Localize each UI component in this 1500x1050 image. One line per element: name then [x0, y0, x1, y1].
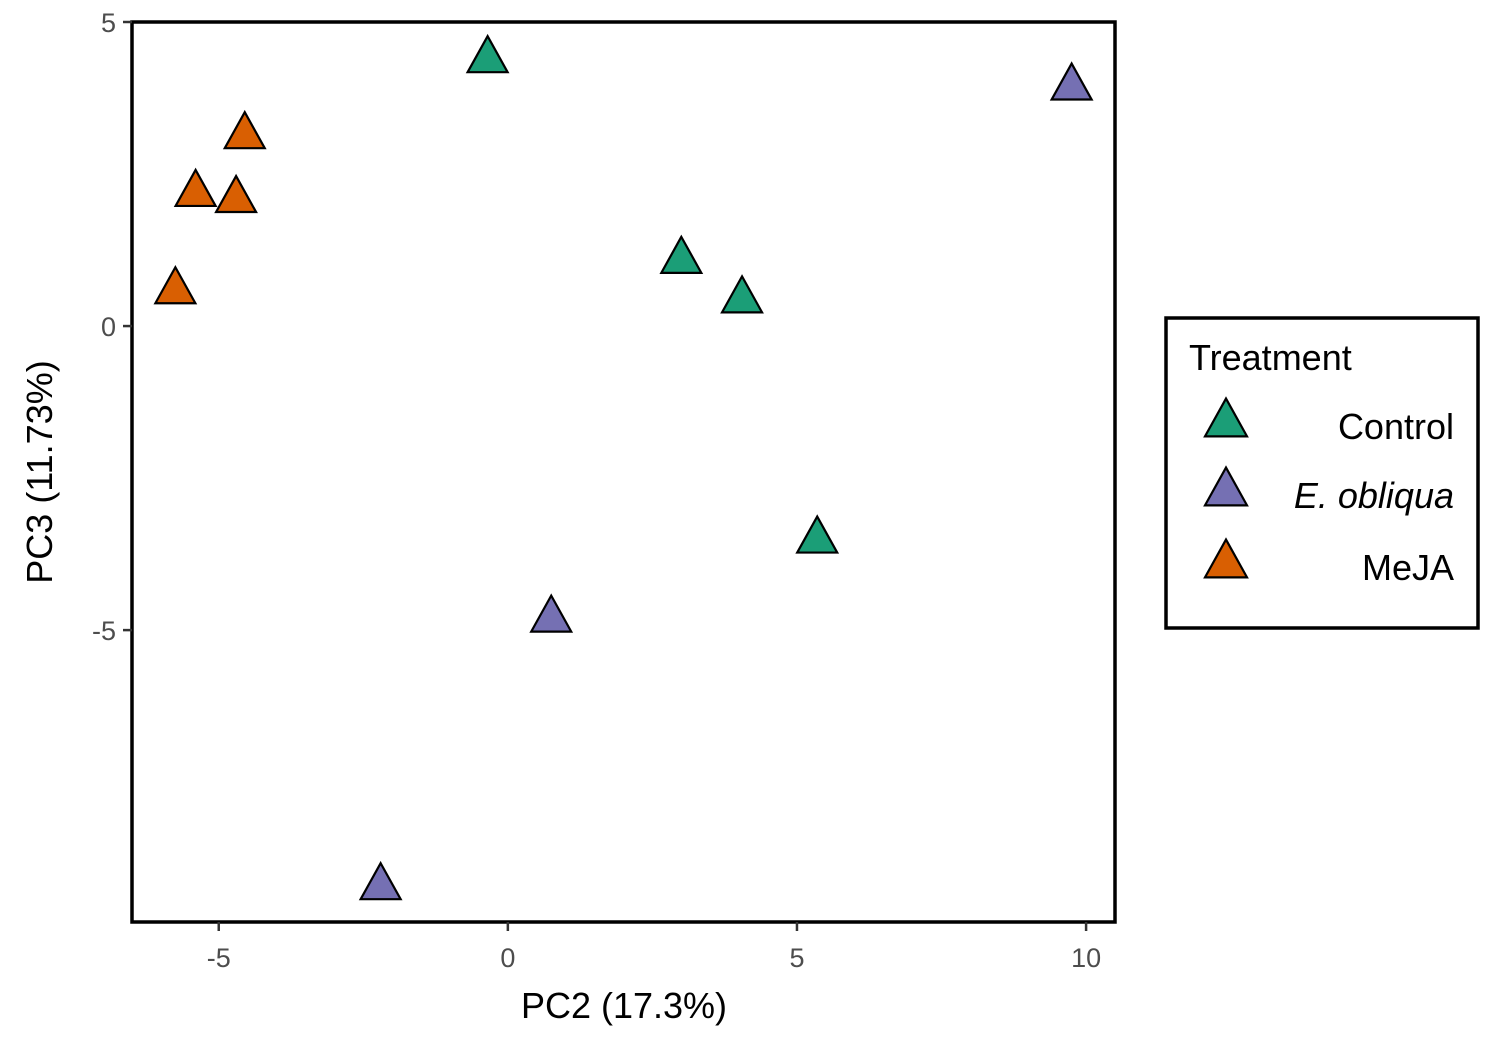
- legend: Treatment Control E. obliqua MeJA: [1164, 316, 1480, 630]
- data-point: [222, 109, 267, 150]
- x-tick-label: -5: [207, 943, 231, 973]
- data-point: [720, 274, 764, 314]
- legend-label: E. obliqua: [1294, 475, 1454, 516]
- y-tick-label: 0: [101, 312, 116, 342]
- data-point: [465, 33, 510, 74]
- legend-label: MeJA: [1362, 547, 1454, 588]
- x-axis: -5 0 5 10: [207, 922, 1101, 973]
- data-point: [214, 173, 258, 214]
- x-tick-label: 0: [500, 943, 515, 973]
- x-tick-label: 10: [1071, 943, 1101, 973]
- data-point: [529, 593, 574, 633]
- y-axis-title: PC3 (11.73%): [19, 360, 60, 583]
- y-axis: -5 0 5: [92, 8, 132, 646]
- data-point: [1049, 61, 1094, 101]
- data-point: [795, 514, 840, 554]
- data-point: [358, 860, 403, 901]
- legend-key: [1203, 537, 1249, 579]
- y-tick-label: 5: [101, 8, 116, 38]
- data-point: [173, 167, 218, 208]
- data-point: [153, 264, 198, 305]
- data-point: [659, 234, 704, 274]
- plot-panel: [130, 20, 1117, 924]
- x-axis-title: PC2 (17.3%): [521, 985, 727, 1026]
- legend-key: [1203, 396, 1249, 438]
- legend-title: Treatment: [1189, 337, 1352, 378]
- legend-label: Control: [1338, 406, 1454, 447]
- legend-key: [1203, 465, 1249, 507]
- x-tick-label: 5: [789, 943, 804, 973]
- y-tick-label: -5: [92, 616, 116, 646]
- data-points: [153, 33, 1094, 901]
